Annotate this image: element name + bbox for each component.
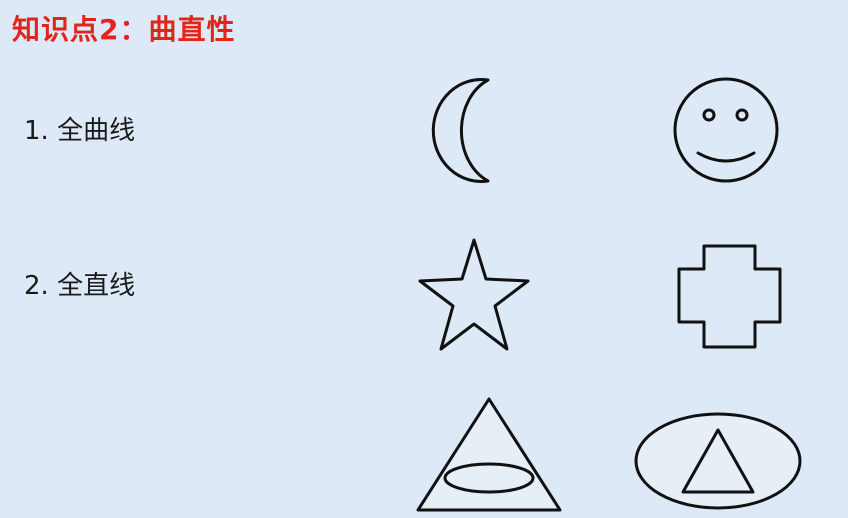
item-label-all-straight: 2. 全直线 — [24, 271, 136, 301]
smiley-face-shape — [673, 77, 779, 183]
ellipse-with-triangle-shape — [634, 412, 802, 510]
triangle-with-ellipse-shape — [416, 397, 562, 512]
crescent-moon-shape — [431, 78, 490, 183]
item-label-all-curves: 1. 全曲线 — [24, 116, 136, 146]
slide-title: 知识点2：曲直性 — [12, 13, 236, 46]
star-shape — [418, 238, 530, 351]
cross-shape — [677, 244, 782, 349]
